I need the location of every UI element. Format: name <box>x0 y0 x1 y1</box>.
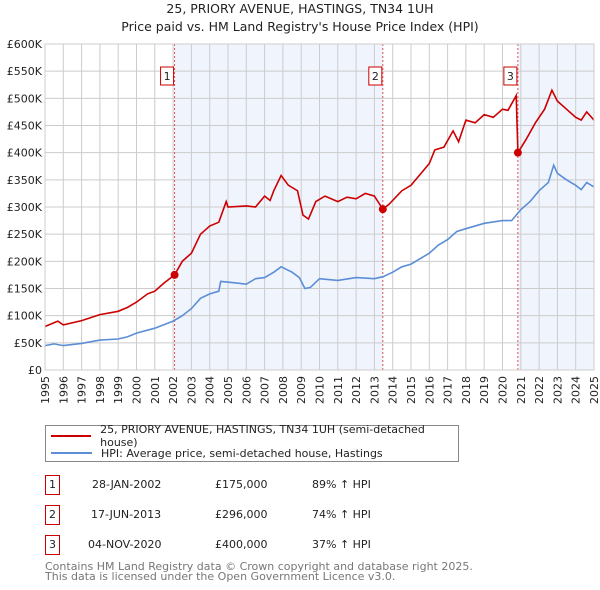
y-tick-label: £550K <box>7 65 43 78</box>
sale-date: 28-JAN-2002 <box>92 478 162 491</box>
x-tick-label: 1999 <box>112 376 125 404</box>
x-tick-label: 2001 <box>149 376 162 404</box>
x-tick-label: 2010 <box>314 376 327 404</box>
property-price-line <box>44 88 595 328</box>
x-tick-label: 2017 <box>442 376 455 404</box>
legend-swatch-blue <box>51 452 92 454</box>
sale-label: 3 <box>507 70 514 83</box>
legend-item-hpi: HPI: Average price, semi-detached house,… <box>51 445 383 461</box>
sale-badge: 2 <box>45 505 60 525</box>
x-tick-label: 1996 <box>57 376 70 404</box>
x-tick-label: 2024 <box>570 376 583 404</box>
footer-licence: This data is licensed under the Open Gov… <box>45 570 396 583</box>
sale-hpi: 74% ↑ HPI <box>312 508 371 521</box>
y-tick-label: £50K <box>14 337 43 350</box>
x-tick-label: 2020 <box>497 376 510 404</box>
y-tick-label: £200K <box>7 255 43 268</box>
y-tick-label: £100K <box>7 310 43 323</box>
sale-price: £296,000 <box>215 508 268 521</box>
chart-subtitle: Price paid vs. HM Land Registry's House … <box>121 19 479 34</box>
sale-point <box>378 205 387 214</box>
x-tick-label: 2009 <box>295 376 308 404</box>
x-tick-label: 2002 <box>167 376 180 404</box>
chart-title: 25, PRIORY AVENUE, HASTINGS, TN34 1UH <box>166 1 434 16</box>
sale-date: 04-NOV-2020 <box>88 538 162 551</box>
sale-price: £400,000 <box>215 538 268 551</box>
sale-point <box>513 148 522 157</box>
sale-badge: 1 <box>45 475 60 495</box>
x-tick-label: 2011 <box>332 376 345 404</box>
x-tick-label: 2013 <box>368 376 381 404</box>
x-tick-label: 2003 <box>185 376 198 404</box>
x-tick-label: 2021 <box>515 376 528 404</box>
legend-label: HPI: Average price, semi-detached house,… <box>101 446 383 460</box>
y-tick-label: £0 <box>28 364 42 377</box>
x-tick-label: 2025 <box>588 376 600 404</box>
sale-label-box <box>368 66 383 86</box>
sale-label-box <box>503 66 518 86</box>
x-tick-label: 2004 <box>204 376 217 404</box>
x-tick-label: 2019 <box>478 376 491 404</box>
x-tick-label: 2007 <box>259 376 272 404</box>
x-tick-label: 2022 <box>533 376 546 404</box>
x-tick-label: 1997 <box>76 376 89 404</box>
footer-copyright: Contains HM Land Registry data © Crown c… <box>45 560 473 573</box>
legend: 25, PRIORY AVENUE, HASTINGS, TN34 1UH (s… <box>45 423 459 462</box>
y-tick-label: £450K <box>7 120 43 133</box>
x-tick-label: 2006 <box>240 376 253 404</box>
sale-hpi: 37% ↑ HPI <box>312 538 371 551</box>
x-tick-label: 2014 <box>387 376 400 404</box>
legend-label: 25, PRIORY AVENUE, HASTINGS, TN34 1UH (s… <box>100 423 425 449</box>
sale-row: 1 28-JAN-2002 £175,000 89% ↑ HPI <box>45 475 465 495</box>
y-tick-label: £350K <box>7 174 43 187</box>
x-tick-label: 2008 <box>277 376 290 404</box>
hpi-line <box>44 162 595 347</box>
x-tick-label: 2005 <box>222 376 235 404</box>
x-tick-label: 2016 <box>423 376 436 404</box>
sale-row: 3 04-NOV-2020 £400,000 37% ↑ HPI <box>45 535 465 555</box>
legend-swatch-red <box>51 435 92 437</box>
y-tick-label: £400K <box>7 147 43 160</box>
y-tick-label: £300K <box>7 201 43 214</box>
y-tick-label: £600K <box>7 38 43 51</box>
y-tick-label: £150K <box>7 283 43 296</box>
chart-plot: 1995 1996 1997 1998 1999 2000 2001 2002 2003 2004… <box>7 38 600 404</box>
x-tick-label: 2018 <box>460 376 473 404</box>
sale-label-box <box>160 66 175 86</box>
x-tick-label: 2015 <box>405 376 418 404</box>
x-tick-label: 2023 <box>551 376 564 404</box>
sale-row: 2 17-JUN-2013 £296,000 74% ↑ HPI <box>45 505 465 525</box>
plot-border <box>44 43 595 371</box>
sale-badge: 3 <box>45 535 60 555</box>
sale-label: 1 <box>164 70 171 83</box>
y-tick-label: £500K <box>7 92 43 105</box>
legend-item-property: 25, PRIORY AVENUE, HASTINGS, TN34 1UH (s… <box>51 423 458 449</box>
x-tick-label: 2000 <box>131 376 144 404</box>
sale-date: 17-JUN-2013 <box>91 508 162 521</box>
sale-price: £175,000 <box>215 478 268 491</box>
x-tick-label: 2012 <box>350 376 363 404</box>
x-tick-label: 1998 <box>94 376 107 404</box>
x-tick-label: 1995 <box>39 376 52 404</box>
sale-hpi: 89% ↑ HPI <box>312 478 371 491</box>
sale-label: 2 <box>372 70 379 83</box>
y-tick-label: £250K <box>7 228 43 241</box>
sale-point <box>170 270 179 279</box>
